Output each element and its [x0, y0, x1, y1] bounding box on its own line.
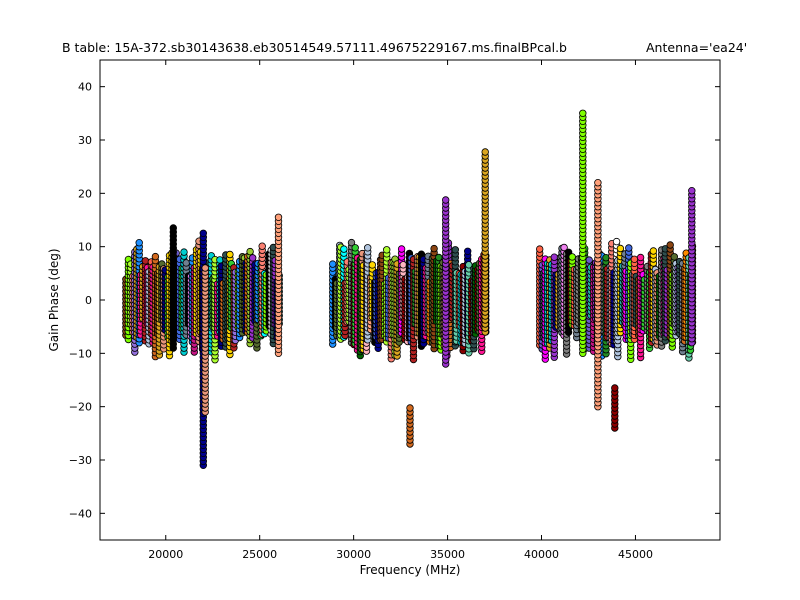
data-point	[141, 257, 150, 265]
data-point	[442, 196, 450, 204]
y-tick-label: 0	[85, 294, 92, 307]
data-point	[636, 253, 645, 262]
data-point	[199, 229, 207, 237]
data-points	[122, 109, 697, 469]
data-point	[625, 244, 633, 252]
y-tick-label: 30	[78, 134, 92, 147]
y-tick-label: −20	[69, 401, 92, 414]
data-point	[397, 245, 406, 253]
x-tick-label: 45000	[618, 548, 653, 561]
data-point	[579, 109, 587, 117]
x-tick-label: 20000	[148, 548, 183, 561]
data-point	[568, 253, 576, 261]
data-point	[368, 261, 376, 269]
y-tick-label: −30	[69, 454, 92, 467]
chart-antenna-label: Antenna='ea24'	[646, 40, 747, 55]
data-point	[430, 244, 438, 253]
data-point	[182, 259, 190, 267]
data-point	[151, 252, 160, 261]
data-point	[201, 264, 209, 272]
data-point	[383, 246, 391, 254]
data-point	[616, 244, 625, 253]
data-point	[329, 260, 337, 268]
y-tick-label: −10	[69, 347, 92, 360]
data-point	[364, 244, 372, 252]
y-tick-label: 40	[78, 81, 92, 94]
data-point	[451, 246, 459, 254]
data-point	[550, 253, 558, 261]
data-point	[246, 247, 254, 256]
data-point	[274, 213, 283, 221]
x-tick-label: 40000	[524, 548, 559, 561]
data-point	[688, 186, 696, 195]
data-point	[180, 248, 188, 256]
data-point	[226, 250, 234, 259]
y-tick-label: 10	[78, 241, 92, 254]
x-axis-label: Frequency (MHz)	[360, 563, 461, 577]
data-point	[670, 253, 678, 261]
data-point	[351, 244, 359, 252]
chart-title: B table: 15A-372.sb30143638.eb30514549.5…	[62, 40, 567, 55]
data-point	[666, 241, 674, 249]
x-tick-label: 25000	[242, 548, 277, 561]
data-point	[536, 245, 544, 253]
x-tick-label: 30000	[336, 548, 371, 561]
data-point	[248, 254, 257, 262]
data-point	[464, 247, 472, 255]
data-point	[611, 384, 619, 392]
data-point	[612, 237, 621, 246]
data-point	[585, 256, 593, 264]
data-point	[169, 224, 177, 232]
y-tick-label: 20	[78, 187, 92, 200]
data-point	[399, 261, 407, 269]
data-point	[481, 148, 489, 156]
data-point	[649, 247, 658, 255]
data-point	[258, 242, 266, 250]
data-point	[630, 255, 639, 263]
data-point	[406, 404, 414, 412]
data-point	[135, 238, 143, 247]
data-point	[340, 245, 348, 253]
y-axis-label: Gain Phase (deg)	[47, 248, 61, 351]
y-tick-label: −40	[69, 507, 92, 520]
x-tick-label: 35000	[430, 548, 465, 561]
data-point	[594, 178, 602, 187]
